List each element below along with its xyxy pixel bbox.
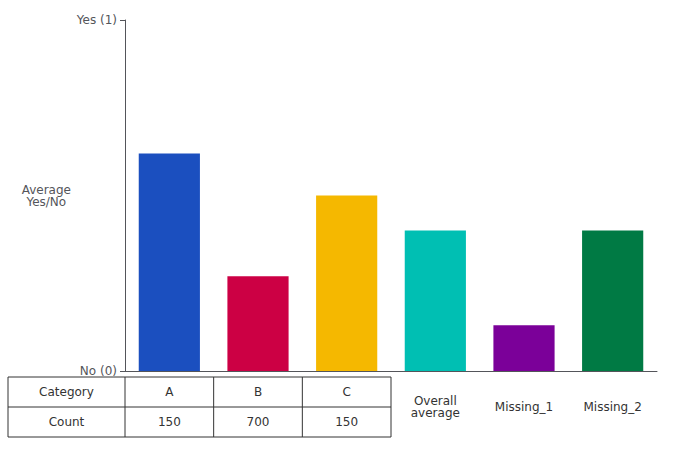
svg-text:B: B <box>254 385 262 399</box>
svg-text:Count: Count <box>49 415 85 429</box>
svg-text:average: average <box>411 406 460 420</box>
svg-text:Missing_1: Missing_1 <box>495 400 553 414</box>
svg-text:Yes (1): Yes (1) <box>76 13 117 27</box>
svg-text:Category: Category <box>39 385 94 399</box>
svg-text:700: 700 <box>247 415 270 429</box>
svg-text:Overall: Overall <box>413 394 457 408</box>
svg-text:Yes/No: Yes/No <box>25 195 66 209</box>
svg-text:No (0): No (0) <box>80 364 117 378</box>
svg-text:A: A <box>165 385 174 399</box>
svg-text:150: 150 <box>335 415 358 429</box>
svg-text:150: 150 <box>158 415 181 429</box>
svg-text:Missing_2: Missing_2 <box>583 400 641 414</box>
svg-text:Average: Average <box>21 182 71 197</box>
svg-text:C: C <box>342 385 350 399</box>
